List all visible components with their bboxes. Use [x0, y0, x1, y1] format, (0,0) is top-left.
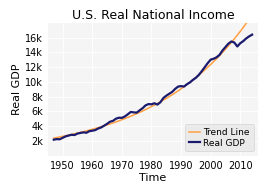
Title: U.S. Real National Income: U.S. Real National Income: [72, 9, 234, 22]
Trend Line: [168, 95, 171, 98]
Trend Line: [230, 41, 233, 44]
Real GDP: [99, 126, 103, 129]
Legend: Trend Line, Real GDP: Trend Line, Real GDP: [185, 124, 253, 151]
Real GDP: [230, 40, 233, 43]
Real GDP: [97, 127, 100, 130]
Trend Line: [251, 14, 254, 16]
Trend Line: [99, 126, 103, 128]
Trend Line: [52, 137, 55, 139]
Trend Line: [97, 127, 100, 129]
Line: Trend Line: Trend Line: [54, 15, 252, 138]
Line: Real GDP: Real GDP: [54, 35, 252, 140]
X-axis label: Time: Time: [139, 173, 167, 183]
Real GDP: [168, 93, 171, 95]
Real GDP: [244, 37, 248, 40]
Real GDP: [52, 139, 55, 141]
Y-axis label: Real GDP: Real GDP: [12, 63, 22, 115]
Trend Line: [244, 22, 248, 25]
Real GDP: [251, 33, 254, 36]
Real GDP: [165, 95, 168, 97]
Trend Line: [165, 97, 168, 100]
